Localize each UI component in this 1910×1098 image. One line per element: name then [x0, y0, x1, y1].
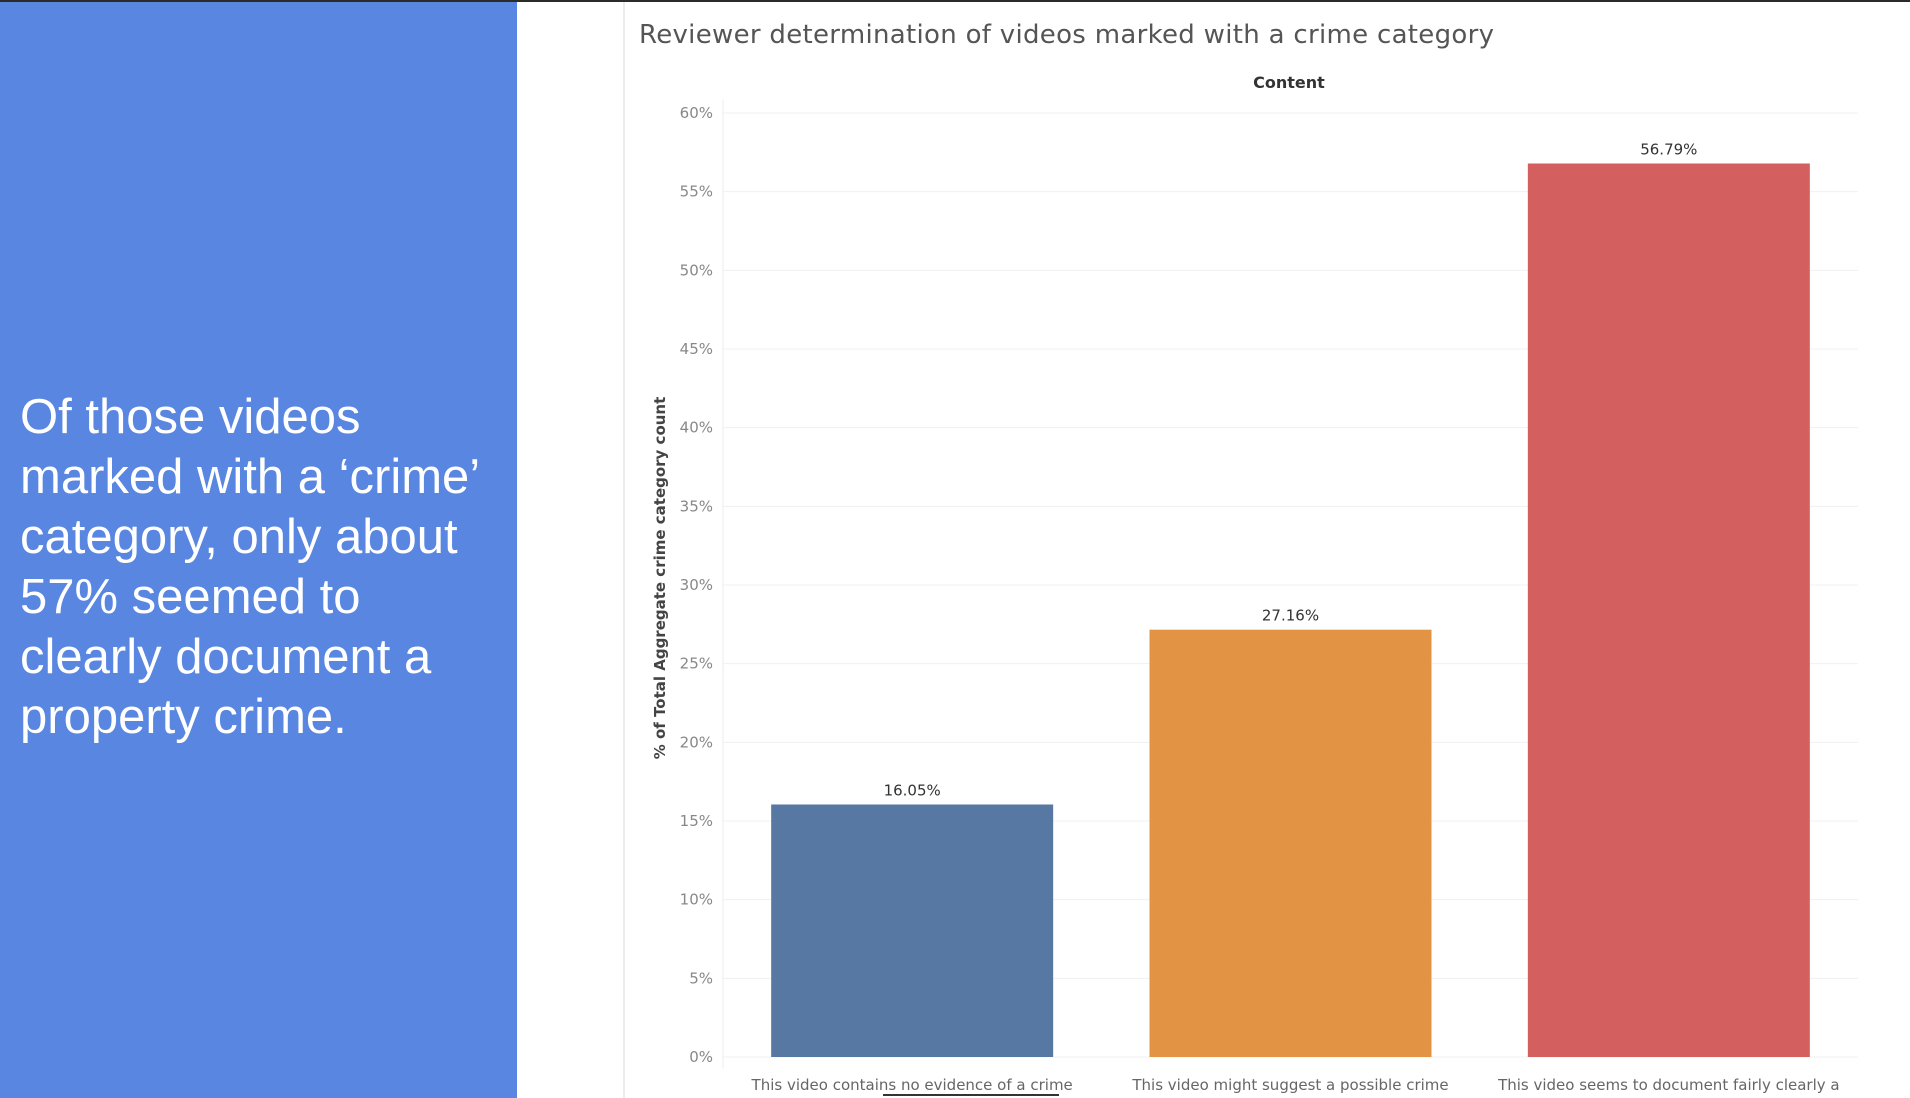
y-axis-label: % of Total Aggregate crime category coun…: [651, 397, 669, 760]
chart-panel-divider: [623, 2, 625, 1098]
x-tick-label: This video contains no evidence of a cri…: [751, 1076, 1073, 1094]
x-tick-label: This video might suggest a possible crim…: [1131, 1076, 1448, 1094]
y-tick-label: 35%: [680, 497, 713, 515]
left-panel: Of those videos marked with a ‘crime’ ca…: [0, 2, 517, 1098]
y-tick-label: 40%: [680, 419, 713, 437]
data-label: 27.16%: [1262, 607, 1319, 625]
y-tick-label: 10%: [680, 891, 713, 909]
bar: [771, 804, 1054, 1057]
y-tick-label: 50%: [680, 261, 713, 279]
y-tick-label: 45%: [680, 340, 713, 358]
data-label: 56.79%: [1640, 141, 1697, 159]
y-tick-label: 5%: [689, 969, 713, 987]
bar: [1527, 163, 1810, 1057]
y-tick-label: 15%: [680, 812, 713, 830]
x-tick-labels: This video contains no evidence of a cri…: [751, 1076, 1840, 1094]
top-border: [0, 0, 1910, 2]
y-tick-label: 25%: [680, 655, 713, 673]
y-tick-label: 0%: [689, 1048, 713, 1066]
x-tick-label: This video seems to document fairly clea…: [1497, 1076, 1840, 1094]
data-label: 16.05%: [884, 781, 941, 799]
y-tick-label: 20%: [680, 733, 713, 751]
y-tick-label: 55%: [680, 183, 713, 201]
y-tick-labels: 0% 5% 10% 15% 20% 25% 30% 35% 40% 45% 50% 55% 60%: [680, 104, 713, 1066]
bars: [771, 163, 1810, 1057]
chart-header-label: Content: [1253, 73, 1325, 92]
bar: [1149, 629, 1432, 1057]
data-labels: 16.05% 27.16% 56.79%: [884, 141, 1698, 800]
y-tick-label: 60%: [680, 104, 713, 122]
slide-message: Of those videos marked with a ‘crime’ ca…: [20, 390, 479, 744]
x-axis-label-underline: [883, 1094, 1059, 1096]
y-tick-label: 30%: [680, 576, 713, 594]
chart-title: Reviewer determination of videos marked …: [639, 20, 1495, 50]
